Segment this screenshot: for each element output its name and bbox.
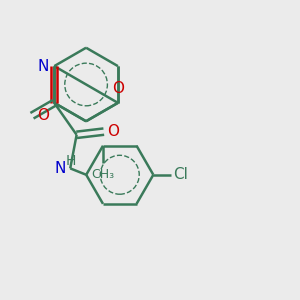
- Text: O: O: [112, 81, 124, 96]
- Text: Cl: Cl: [173, 167, 188, 182]
- Text: CH₃: CH₃: [92, 168, 115, 181]
- Text: N: N: [37, 58, 49, 74]
- Text: N: N: [54, 161, 65, 176]
- Text: H: H: [65, 154, 76, 168]
- Text: O: O: [108, 124, 120, 139]
- Text: O: O: [37, 108, 49, 123]
